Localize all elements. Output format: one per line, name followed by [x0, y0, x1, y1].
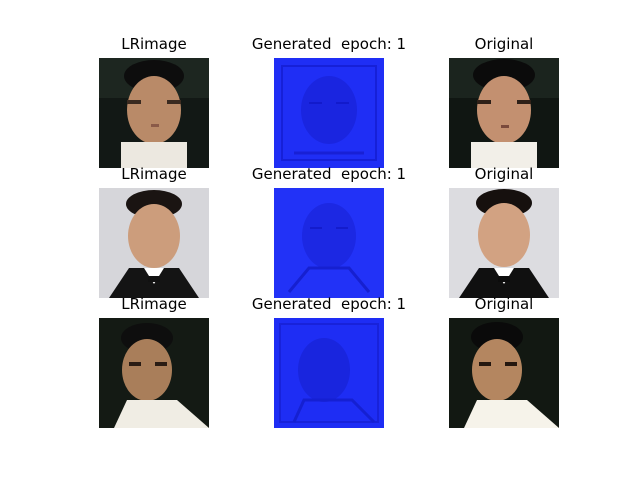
original-image [449, 188, 559, 298]
lr-image [99, 318, 209, 428]
subplot-title: Generated epoch: 1 [234, 295, 424, 313]
subplot-title: LRimage [59, 35, 249, 53]
subplot-title: Generated epoch: 1 [234, 165, 424, 183]
generated-image [274, 188, 384, 298]
lr-image [99, 188, 209, 298]
lr-image [99, 58, 209, 168]
subplot-title: LRimage [59, 165, 249, 183]
subplot-title: Original [409, 35, 599, 53]
generated-image [274, 318, 384, 428]
generated-image [274, 58, 384, 168]
original-image [449, 318, 559, 428]
subplot-title: Original [409, 165, 599, 183]
subplot-title: Generated epoch: 1 [234, 35, 424, 53]
original-image [449, 58, 559, 168]
subplot-title: Original [409, 295, 599, 313]
subplot-title: LRimage [59, 295, 249, 313]
